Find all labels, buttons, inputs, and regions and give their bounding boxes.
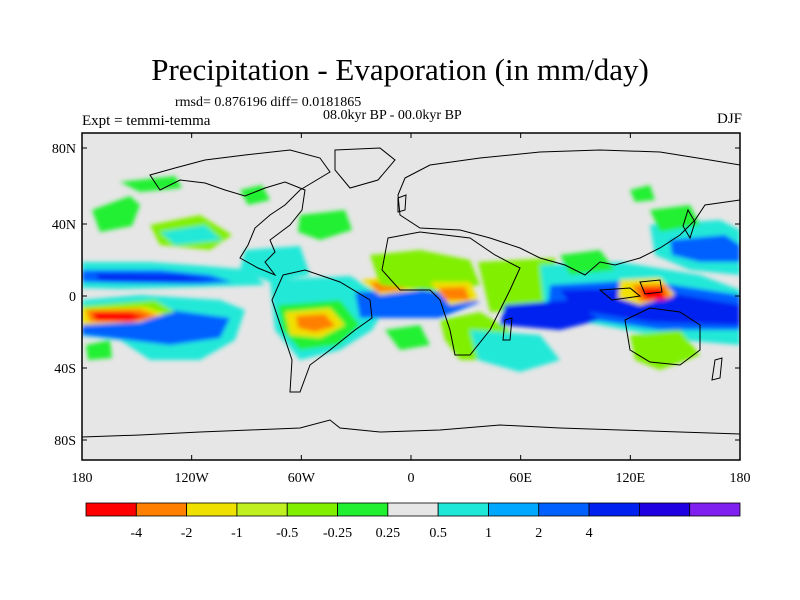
colorbar-label: -4 [130,526,142,541]
y-axis: 80N 40N 0 40S 80S [52,142,740,449]
field-blue-nwpac [670,235,740,262]
field-orange-sam [296,314,335,332]
colorbar-swatch [236,502,288,517]
coast-north-america [149,149,331,277]
field-navy-ntrop-pac [95,274,215,281]
y-tick-label: 80N [52,142,76,157]
field-green-npac [92,196,140,232]
field-red-mc [640,288,666,300]
coast-uk [397,194,407,213]
colorbar-swatch [689,502,741,517]
x-tick-label: 120E [616,471,646,486]
colorbar-swatch [437,502,489,517]
colorbar-swatch [538,502,590,517]
colorbar-label: 0.5 [429,526,447,541]
y-tick-label: 80S [54,434,76,449]
x-tick-label: 180 [72,471,93,486]
coast-greenland [334,147,396,189]
field-green-natl [298,210,352,240]
field-navy-io [560,288,740,325]
field-cyan-satl [470,330,560,372]
colorbar-swatch [85,502,137,517]
x-tick-label: 60W [288,471,316,486]
x-tick-label: 180 [730,471,751,486]
colorbar-label: 4 [586,526,593,541]
field-navy-io2 [500,300,600,330]
period-line: 08.0kyr BP - 00.0kyr BP [323,108,462,123]
colorbar-label: -1 [231,526,243,541]
field-green-s-pac [86,340,112,360]
y-tick-label: 0 [69,290,76,305]
colorbar-swatch [387,502,439,517]
x-axis: 180 120W 60W 0 60E 120E 180 [72,133,751,486]
colorbar-label: -0.25 [323,526,352,541]
colorbar: -4 -2 -1 -0.5 -0.25 0.25 0.5 1 2 4 [85,502,741,541]
field-green-nw [120,176,182,192]
experiment-label: Expt = temmi-temma [82,113,211,129]
field-cyan-pac-cen [160,225,222,245]
coast-madagascar [502,317,513,341]
colorbar-swatch [186,502,238,517]
colorbar-swatch [286,502,338,517]
coast-africa [381,231,521,356]
field-green-n-asia [630,185,655,202]
x-tick-label: 0 [408,471,415,486]
colorbar-swatch [337,502,389,517]
field-red-spac [92,312,150,322]
season-label: DJF [716,111,742,127]
colorbar-label: -0.5 [276,526,298,541]
colorbar-label: 2 [535,526,542,541]
coast-indonesia [598,279,663,301]
coast-japan [682,208,696,240]
chart-title: Precipitation - Evaporation (in mm/day) [151,52,649,87]
colorbar-swatch [488,502,540,517]
coast-australia [624,307,701,366]
stats-line: rmsd= 0.876196 diff= 0.0181865 [175,95,362,110]
colorbar-label: 1 [485,526,492,541]
field-green-n-euro [240,185,270,205]
coastlines [82,147,740,438]
colorbar-swatch [638,502,691,517]
coast-antarctica [82,419,740,438]
colorbar-label: 0.25 [376,526,401,541]
y-tick-label: 40S [54,362,76,377]
x-tick-label: 60E [509,471,532,486]
field-green-satl [385,325,430,350]
field-green-afr-e [478,258,560,312]
anomaly-field [82,176,740,372]
colorbar-swatch [588,502,640,517]
colorbar-swatch [135,502,188,517]
y-tick-label: 40N [52,218,76,233]
x-tick-label: 120W [175,471,210,486]
coast-newzealand [711,357,723,381]
colorbar-label: -2 [181,526,193,541]
field-orange-nafr [438,287,470,300]
field-green-asia [560,250,615,275]
field-green-nafr [370,250,480,292]
coast-eurasia [397,149,740,276]
coast-south-america [271,269,373,393]
